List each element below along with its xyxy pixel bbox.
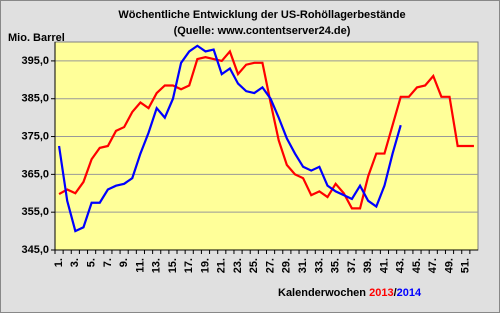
series-line	[57, 44, 402, 233]
x-axis-label: Kalenderwochen 2013/2014	[278, 287, 422, 299]
x-tick-label: 25.	[248, 258, 260, 273]
x-tick-label: 51.	[460, 258, 472, 273]
x-tick-label: 41.	[378, 258, 390, 273]
x-tick-label: 21.	[216, 258, 228, 273]
x-tick-label: 45.	[411, 258, 423, 273]
y-tick-label: 365,0	[21, 168, 49, 180]
x-tick-label: 33.	[313, 258, 325, 273]
x-tick-label: 15.	[167, 258, 179, 273]
legend-entry: 2014	[397, 287, 422, 299]
x-tick-label: 35.	[330, 258, 342, 273]
x-tick-label: 19.	[199, 258, 211, 273]
x-tick-label: 3.	[69, 258, 81, 267]
plot-area	[54, 41, 479, 251]
chart-title: Wöchentliche Entwicklung der US-Rohöllag…	[118, 9, 405, 21]
y-tick-label: 355,0	[21, 206, 49, 218]
x-tick-label: 27.	[264, 258, 276, 273]
x-tick-label: 7.	[102, 258, 114, 267]
x-tick-label: 49.	[443, 258, 455, 273]
y-tick-label: 385,0	[21, 93, 49, 105]
x-tick-label: 5.	[86, 258, 98, 267]
x-tick-label: 17.	[183, 258, 195, 273]
x-tick-label: 11.	[134, 258, 146, 273]
chart-subtitle: (Quelle: www.contentserver24.de)	[174, 25, 351, 37]
x-tick-label: 47.	[427, 258, 439, 273]
x-label-text: Kalenderwochen	[278, 287, 366, 299]
y-tick-label: 345,0	[21, 244, 49, 256]
x-tick-label: 31.	[297, 258, 309, 273]
y-tick-label: 395,0	[21, 55, 49, 67]
series-line	[58, 49, 474, 210]
x-tick-label: 9.	[118, 258, 130, 267]
y-axis-label: Mio. Barrel	[8, 32, 65, 44]
x-tick-label: 29.	[281, 258, 293, 273]
x-tick-label: 43.	[395, 258, 407, 273]
y-tick-label: 375,0	[21, 130, 49, 142]
x-tick-label: 1.	[53, 258, 65, 267]
legend-entry: 2013	[369, 287, 393, 299]
x-tick-label: 23.	[232, 258, 244, 273]
x-label-separator: /	[394, 287, 397, 299]
x-tick-label: 37.	[346, 258, 358, 273]
x-tick-label: 39.	[362, 258, 374, 273]
x-tick-label: 13.	[151, 258, 163, 273]
